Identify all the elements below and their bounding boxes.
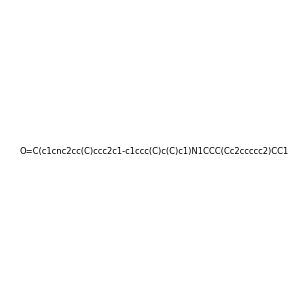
Text: O=C(c1cnc2cc(C)ccc2c1-c1ccc(C)c(C)c1)N1CCC(Cc2ccccc2)CC1: O=C(c1cnc2cc(C)ccc2c1-c1ccc(C)c(C)c1)N1C…: [19, 147, 288, 156]
